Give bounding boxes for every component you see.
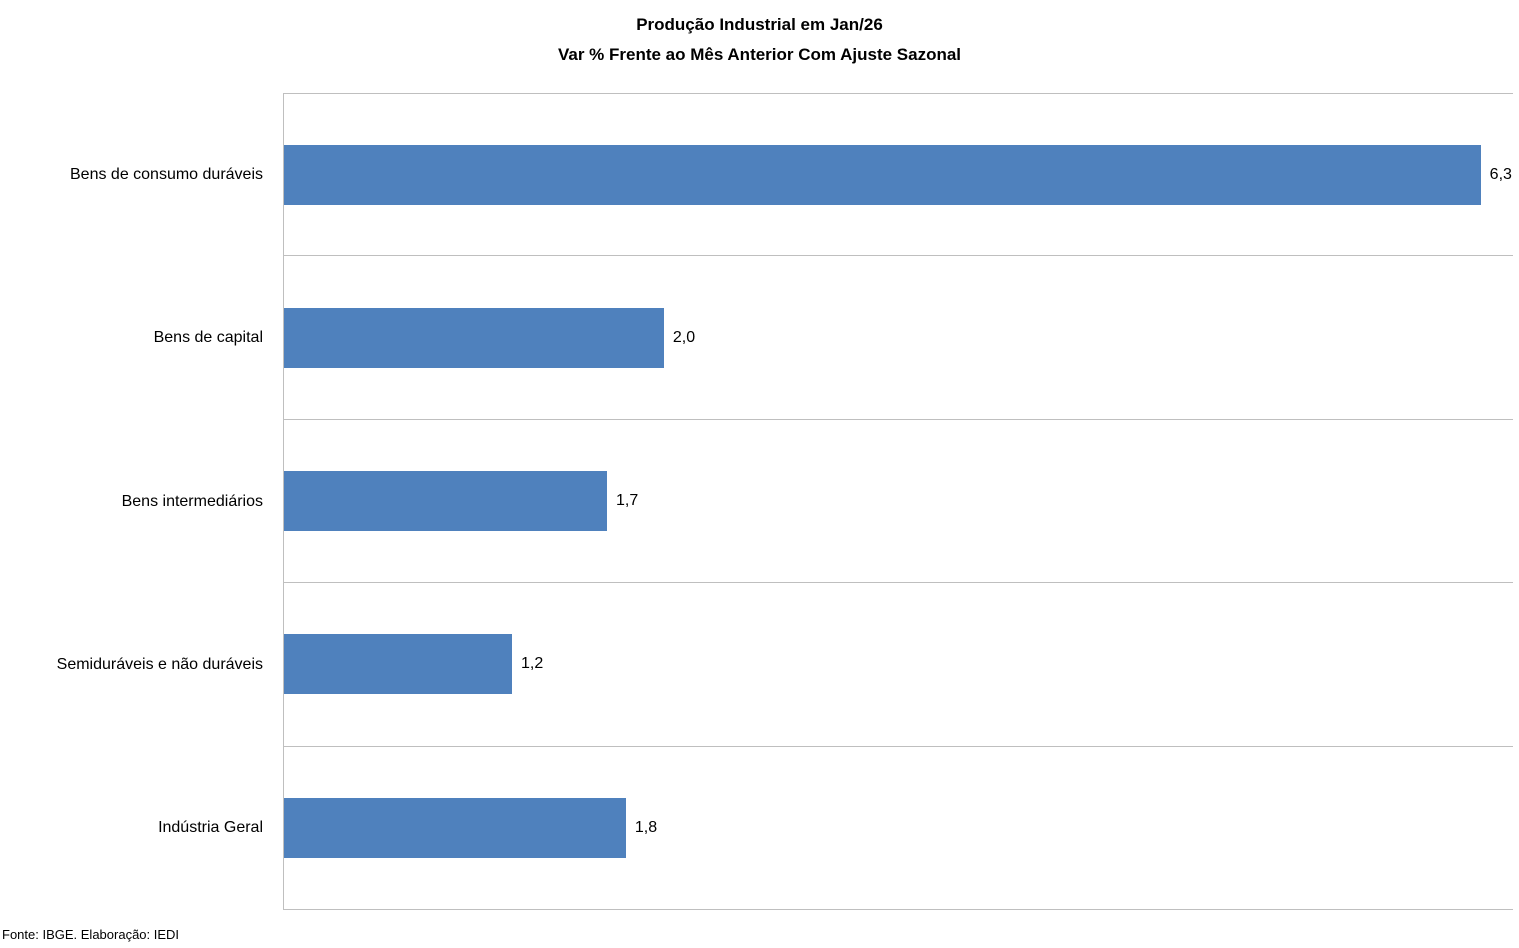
bar <box>284 797 626 858</box>
category-label: Bens de consumo duráveis <box>70 165 263 183</box>
bar <box>284 307 664 368</box>
source-note: Fonte: IBGE. Elaboração: IEDI <box>2 927 180 942</box>
chart-title: Produção Industrial em Jan/26 Var % Fren… <box>0 10 1519 70</box>
value-label: 2,0 <box>672 328 696 346</box>
plot-cell: 6,3 <box>283 93 1513 257</box>
value-label: 6,3 <box>1489 165 1512 183</box>
plot-cell: 1,2 <box>283 583 1513 747</box>
value-label: 1,7 <box>615 492 639 510</box>
category-label: Indústria Geral <box>158 819 263 837</box>
plot-cell: 1,7 <box>283 419 1513 584</box>
chart-row: Bens de capital 2,0 <box>0 256 1513 420</box>
chart-title-line2: Var % Frente ao Mês Anterior Com Ajuste … <box>557 45 962 64</box>
bar <box>284 634 512 695</box>
chart-title-line1: Produção Industrial em Jan/26 <box>636 15 883 34</box>
plot-area: Bens de consumo duráveis 6,3 Bens de cap… <box>0 93 1513 911</box>
category-label: Semiduráveis e não duráveis <box>56 655 263 673</box>
bar <box>284 144 1481 205</box>
category-label: Bens intermediários <box>121 492 263 510</box>
value-label: 1,2 <box>520 655 544 673</box>
plot-cell: 2,0 <box>283 256 1513 420</box>
value-label: 1,8 <box>634 818 658 836</box>
category-label: Bens de capital <box>153 329 263 347</box>
chart-row: Bens de consumo duráveis 6,3 <box>0 93 1513 257</box>
chart-row: Semiduráveis e não duráveis 1,2 <box>0 583 1513 747</box>
chart-row: Bens intermediários 1,7 <box>0 419 1513 584</box>
plot-cell: 1,8 <box>283 746 1513 911</box>
bar <box>284 471 607 532</box>
chart-row: Indústria Geral 1,8 <box>0 746 1513 911</box>
